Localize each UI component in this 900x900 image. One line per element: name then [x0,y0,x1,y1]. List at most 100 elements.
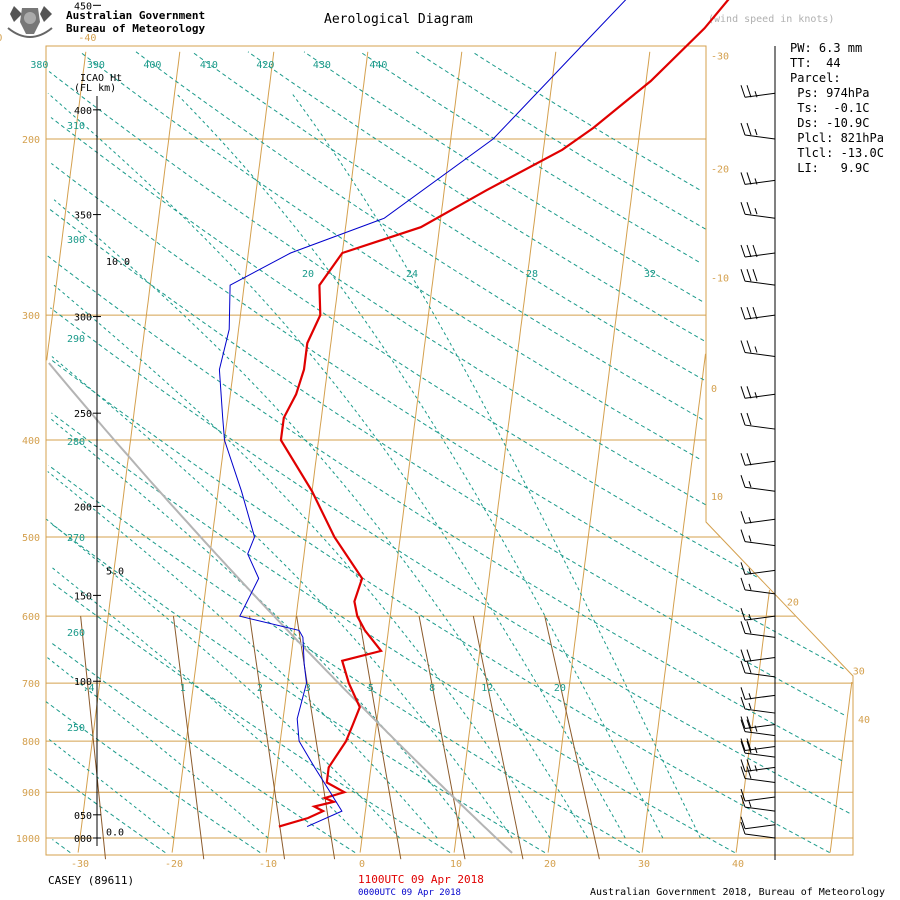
wind-barb-feather [746,306,752,320]
fl-tick-label: 400 [74,106,92,117]
org-name-line1: Australian Government [66,9,205,22]
wind-barb-feather [740,621,746,634]
wind-barb-feather [740,475,746,488]
dry-adiabat-line [50,117,757,578]
wind-barb-feather [740,660,746,674]
wind-barb-feather [740,740,746,754]
isotherm-line [547,51,651,853]
wind-barb-feather [740,85,746,98]
wind-barb-feather [746,412,752,426]
mixing-ratio-line [172,616,205,860]
isotherm-line [829,681,853,853]
wind-barb-feather [746,268,752,282]
moist-adiabat-label: 20 [302,269,314,280]
km-tick-label: 0.0 [106,827,124,838]
ts-value: Ts: -0.1C [790,101,869,115]
wind-barb [744,833,776,839]
fl-tick-label: 050 [74,811,92,822]
pressure-tick-label: 600 [22,612,40,623]
plcl-value: Plcl: 821hPa [790,131,884,145]
moist-adiabat-line [46,518,400,839]
wind-barb-feather [746,386,752,399]
mixing-ratio-label: 1 [180,683,186,694]
diagram-frame [45,45,854,856]
wind-barb-feather [740,649,746,662]
theta-label: 380 [30,60,48,71]
wind-barb-feather [740,738,746,751]
moist-adiabat-label: 32 [644,269,656,280]
mixing-ratio-label: 3 [305,683,311,694]
theta-left-label: 310 [67,121,85,132]
top-temperature-label: -50 [0,33,2,44]
wind-barb-half-feather [754,392,758,399]
parcel-heading: Parcel: [790,71,841,85]
temperature-tick-label: -20 [165,859,183,870]
wind-barb [744,460,776,466]
isobars [46,138,853,839]
wind-barb-feather [746,716,752,729]
dry-adiabat-line [191,51,705,381]
bom-crest-logo [7,6,53,38]
dry-adiabat-line [48,464,641,854]
moist-adiabat-line [47,92,626,839]
dry-adiabat-line [50,642,356,854]
theta-label: 400 [143,60,161,71]
wind-barb [744,708,776,714]
wind-barb [744,352,776,358]
wind-barb [744,569,776,575]
wind-barb-half-feather [748,568,752,575]
wind-barb-feather [746,244,752,258]
wind-units-note: (wind speed in knots) [708,14,834,25]
dry-adiabat-line [303,51,703,302]
wind-barb-half-feather [748,702,752,710]
wind-barb-half-feather [748,481,752,488]
moist-adiabat-line [175,92,664,839]
temperature-tick-label: 10 [450,859,462,870]
mixing-ratio-line [296,616,336,860]
wind-barb-feather [740,412,746,426]
wind-barb [744,694,776,700]
wind-barb [744,723,776,729]
wind-barb [744,252,776,258]
theta-left-label: 270 [67,533,85,544]
right-temperature-label: -10 [711,273,729,284]
dry-adiabat-line [51,412,735,854]
pressure-tick-label: 300 [22,311,40,322]
standard-atmosphere-line [48,362,513,854]
isotherms [46,51,853,853]
isotherm-line [453,51,557,853]
moist-adiabat-line [291,93,701,839]
wind-barb [744,672,776,678]
height-axis-header-1: ICAO Ht [80,73,122,84]
mixing-ratio-line [80,616,107,860]
wind-barb [744,615,776,621]
dry-adiabat-line [52,839,71,854]
right-temperature-label: 30 [853,667,865,678]
wind-barb-half-feather [748,517,752,524]
ds-value: Ds: -10.9C [790,116,869,130]
wind-barb-feather [740,268,746,282]
wind-barb [744,806,776,812]
fl-tick-label: 350 [74,211,92,222]
copyright-notice: Australian Government 2018, Bureau of Me… [590,887,885,898]
wind-barb-feather [740,794,746,808]
wind-barb [744,731,776,737]
dry-adiabat-line [50,307,850,814]
wind-barb-feather [740,529,746,542]
fl-tick-label: 250 [74,409,92,420]
wind-barb [744,393,776,399]
wind-barb-feather [740,172,746,185]
theta-left-label: 290 [67,334,85,345]
dry-adiabat-line [46,766,166,854]
top-temperature-label: -40 [78,33,96,44]
wind-barb-feather [740,562,746,575]
km-tick-label: 5.0 [106,566,124,577]
standard-atmosphere-curve [48,362,513,854]
isotherm-line [77,51,181,853]
wind-barb [744,777,776,783]
mixing-ratio-label: 12 [481,683,493,694]
mixing-ratio-line [472,616,524,860]
wind-barb [744,632,776,638]
dewpoint-trace [218,0,627,828]
wind-barb-feather [746,453,752,466]
